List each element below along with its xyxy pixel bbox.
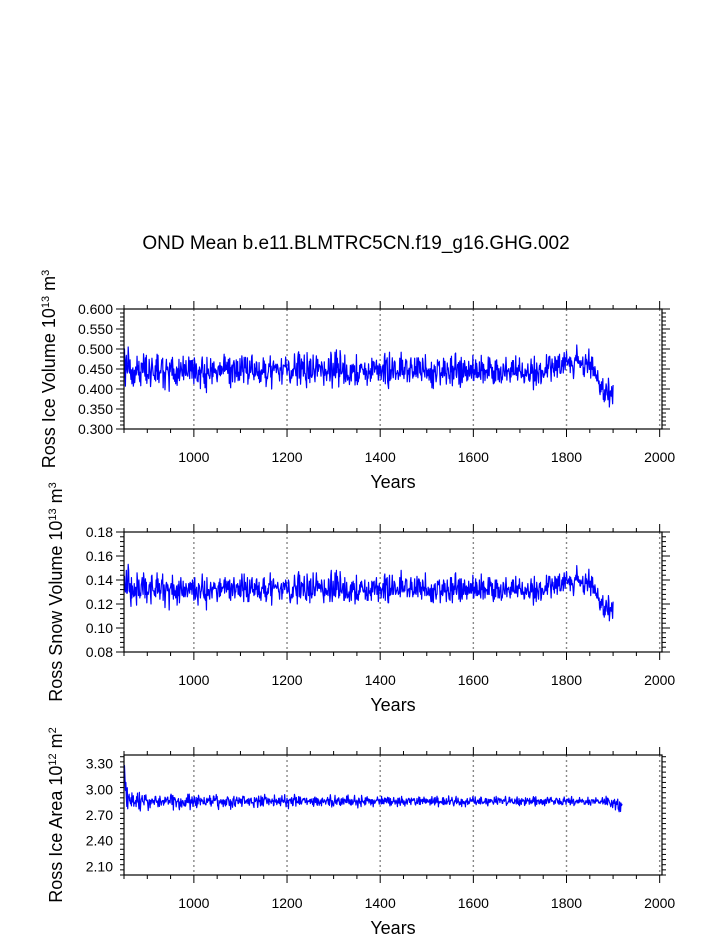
panel-ross-snow-volume: 1000 1200 1400 1600 1800 2000 0.08 0.10 0.12 0.14… — [46, 482, 675, 715]
snow-volume-xtick-label: 1800 — [551, 672, 582, 688]
ice-volume-y-axis-label-text: Ross Ice Volume 10 — [39, 308, 59, 468]
ice-area-xtick-label: 2000 — [644, 895, 675, 911]
ice-volume-ytick-label: 0.400 — [78, 381, 113, 397]
ice-volume-ytick-label: 0.600 — [78, 301, 113, 317]
ice-volume-xtick-label: 1600 — [458, 449, 489, 465]
figure-title: OND Mean b.e11.BLMTRC5CN.f19_g16.GHG.002 — [142, 233, 569, 254]
ice-volume-ytick-label: 0.300 — [78, 421, 113, 437]
ice-area-ytick-label: 2.10 — [86, 858, 113, 874]
ice-volume-ytick-label: 0.450 — [78, 361, 113, 377]
snow-volume-y-axis-label-unit: m — [46, 488, 66, 508]
snow-volume-y-axis-label-exp: 13 — [47, 508, 59, 520]
snow-volume-y-axis-label-text: Ross Snow Volume 10 — [46, 521, 66, 702]
ice-volume-ytick-label: 0.500 — [78, 341, 113, 357]
ice-area-xtick-label: 1200 — [271, 895, 302, 911]
ice-volume-x-axis-label: Years — [370, 472, 415, 492]
snow-volume-ytick-label: 0.16 — [86, 548, 113, 564]
ice-area-y-axis-label-exp: 12 — [47, 753, 59, 765]
ice-volume-y-axis-label-unit: m — [39, 276, 59, 296]
ice-area-xtick-label: 1400 — [365, 895, 396, 911]
ice-area-y-axis-label-unit: m — [46, 733, 66, 753]
ice-area-ytick-label: 2.40 — [86, 833, 113, 849]
ice-area-xtick-label: 1600 — [458, 895, 489, 911]
snow-volume-xtick-label: 1000 — [178, 672, 209, 688]
ice-volume-ytick-label: 0.350 — [78, 401, 113, 417]
ice-area-y-axis-label: Ross Ice Area 1012 m2 — [46, 727, 66, 902]
ice-area-ytick-label: 3.30 — [86, 756, 113, 772]
ice-volume-series-line — [123, 344, 614, 408]
snow-volume-y-axis-label: Ross Snow Volume 1013 m3 — [46, 482, 66, 701]
snow-volume-series-line — [123, 563, 614, 622]
snow-volume-plot-frame — [123, 531, 663, 653]
ice-volume-xtick-label: 2000 — [644, 449, 675, 465]
snow-volume-ytick-label: 0.12 — [86, 596, 113, 612]
snow-volume-x-axis-label: Years — [370, 695, 415, 715]
ice-volume-y-axis-label: Ross Ice Volume 1013 m3 — [39, 270, 59, 468]
snow-volume-ytick-label: 0.08 — [86, 644, 113, 660]
snow-volume-xtick-label: 2000 — [644, 672, 675, 688]
ice-area-xtick-label: 1000 — [178, 895, 209, 911]
snow-volume-ytick-label: 0.14 — [86, 572, 113, 588]
ice-area-ytick-label: 2.70 — [86, 807, 113, 823]
ice-area-plot-frame — [123, 754, 663, 876]
ice-area-y-axis-label-unit-exp: 2 — [47, 727, 59, 733]
ice-volume-ytick-label: 0.550 — [78, 321, 113, 337]
ice-area-x-axis-label: Years — [370, 918, 415, 935]
ice-area-series-line — [123, 765, 623, 813]
ice-volume-xtick-label: 1800 — [551, 449, 582, 465]
snow-volume-ytick-label: 0.10 — [86, 620, 113, 636]
panel-ross-ice-volume: 1000 1200 1400 1600 1800 2000 0.300 0.350 0.400 0… — [39, 270, 675, 492]
snow-volume-xtick-label: 1200 — [271, 672, 302, 688]
ice-area-y-axis-label-text: Ross Ice Area 10 — [46, 766, 66, 903]
ice-area-xtick-label: 1800 — [551, 895, 582, 911]
ice-volume-xtick-label: 1000 — [178, 449, 209, 465]
ice-volume-y-axis-label-exp: 13 — [40, 296, 52, 308]
snow-volume-xtick-label: 1400 — [365, 672, 396, 688]
panel-ross-ice-area: 1000 1200 1400 1600 1800 2000 2.10 2.40 2.70 3.00… — [46, 727, 675, 935]
ice-volume-xtick-label: 1200 — [271, 449, 302, 465]
ice-area-ytick-label: 3.00 — [86, 781, 113, 797]
snow-volume-xtick-label: 1600 — [458, 672, 489, 688]
snow-volume-y-axis-label-unit-exp: 3 — [47, 482, 59, 488]
ice-volume-xtick-label: 1400 — [365, 449, 396, 465]
ice-volume-y-axis-label-unit-exp: 3 — [40, 270, 52, 276]
snow-volume-ytick-label: 0.18 — [86, 524, 113, 540]
